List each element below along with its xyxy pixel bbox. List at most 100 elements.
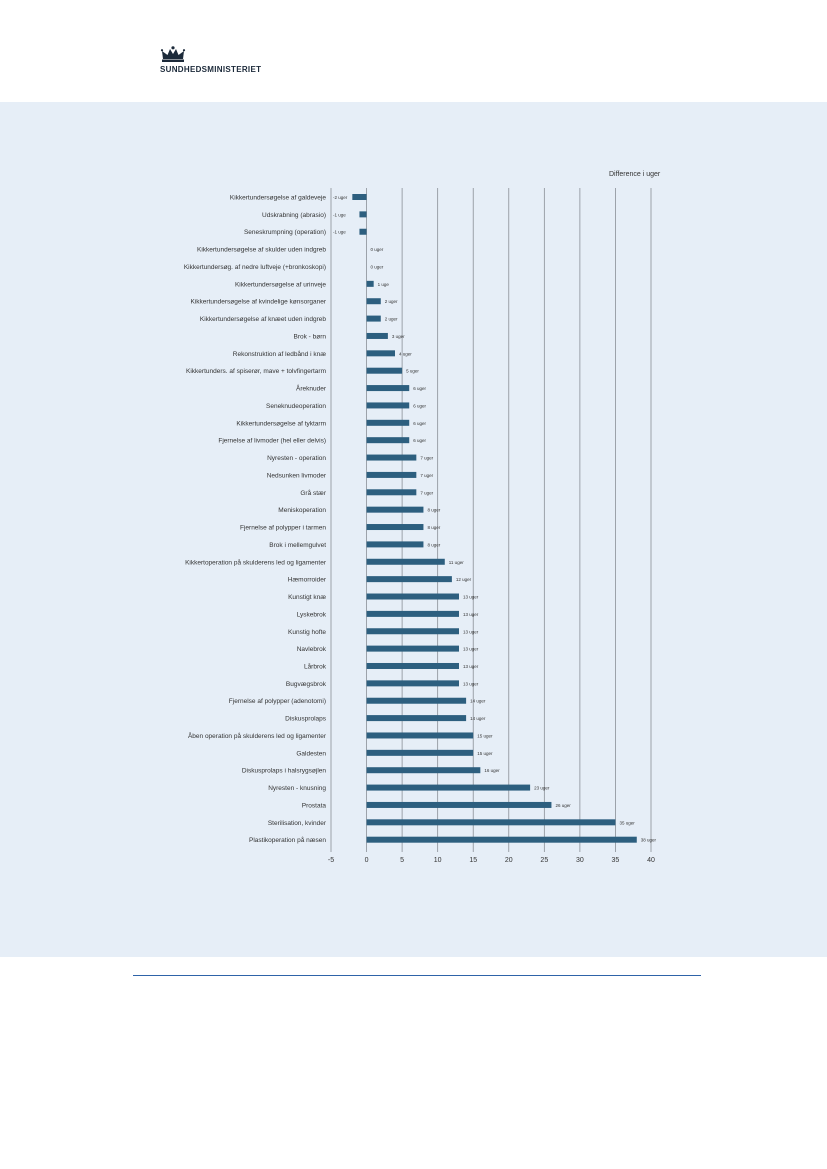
bar	[359, 211, 367, 218]
bar	[366, 767, 481, 774]
value-label: 16 uger	[484, 768, 500, 773]
category-label: Prostata	[302, 802, 327, 809]
bar	[366, 454, 417, 461]
bar	[366, 628, 459, 635]
value-label: 12 uger	[456, 577, 472, 582]
bar	[366, 610, 459, 617]
x-tick-label: 10	[434, 857, 442, 864]
bar-chart: Kikkertundersøgelse af galdeveje Udskrabn…	[184, 171, 661, 864]
category-label: Brok i mellemgulvet	[269, 542, 326, 549]
category-label: Kunstig hofte	[288, 629, 326, 636]
x-tick-label: 0	[365, 857, 369, 864]
bar	[366, 471, 417, 478]
value-label: 7 uger	[420, 490, 433, 495]
value-label: -1 uge	[333, 212, 346, 217]
value-label: 6 uger	[413, 421, 426, 426]
bars	[352, 194, 637, 843]
bar	[366, 662, 459, 669]
x-tick-label: 40	[647, 857, 655, 864]
category-label: Lyskebrok	[297, 611, 327, 618]
value-label: 8 uger	[427, 508, 440, 513]
value-label: 0 uger	[371, 264, 384, 269]
category-label: Kikkertoperation på skulderens led og li…	[185, 558, 327, 566]
category-label: Plastikoperation på næsen	[249, 836, 326, 844]
bar	[366, 350, 395, 357]
category-label: Kikkertundersøgelse af tyktarm	[236, 420, 326, 427]
value-label: 15 uger	[477, 733, 493, 738]
value-label: 5 uger	[406, 369, 419, 374]
value-label: 11 uger	[449, 560, 464, 565]
bar	[366, 558, 445, 565]
x-tick-label: 35	[612, 857, 620, 864]
bar	[366, 819, 616, 826]
x-tick-label: 5	[400, 857, 404, 864]
category-label: Fjernelse af livmoder (hel eller delvis)	[218, 438, 326, 445]
value-label: 0 uger	[371, 247, 384, 252]
page-header: SUNDHEDSMINISTERIET	[0, 0, 827, 102]
bar	[366, 489, 417, 496]
bar	[366, 402, 410, 409]
value-label: 26 uger	[555, 803, 571, 808]
bar	[366, 645, 459, 652]
category-label: Seneskrumpning (operation)	[244, 229, 326, 236]
category-label: Kikkertundersøgelse af urinveje	[235, 281, 326, 288]
category-label: Bugvægsbrok	[286, 681, 327, 688]
value-label: 23 uger	[534, 786, 550, 791]
value-label: 3 uger	[392, 334, 405, 339]
bar	[366, 385, 410, 392]
category-label: Kikkertundersøgelse af knæet uden indgre…	[200, 316, 326, 323]
category-label: Fjernelse af polypper (adenotomi)	[229, 698, 326, 705]
bar	[366, 697, 467, 704]
value-label: -1 uge	[333, 230, 346, 235]
bar	[366, 680, 459, 687]
category-label: Sterilisation, kvinder	[268, 820, 327, 827]
category-label: Nyresten - knusning	[268, 785, 326, 792]
bar	[366, 367, 403, 374]
bar	[366, 298, 381, 305]
x-tick-label: 15	[469, 857, 477, 864]
category-label: Diskusprolaps	[285, 716, 327, 723]
value-label: 6 uger	[413, 438, 426, 443]
category-label: Udskrabning (abrasio)	[262, 212, 326, 219]
bar	[366, 836, 637, 843]
category-label: Lårbrok	[304, 662, 327, 670]
value-label: 14 uger	[470, 716, 486, 721]
bar	[366, 749, 474, 756]
category-label: Hæmorroider	[288, 577, 327, 584]
value-label: 8 uger	[427, 525, 440, 530]
bar	[366, 506, 424, 513]
bar	[366, 715, 467, 722]
category-label: Fjernelse af polypper i tarmen	[240, 525, 326, 532]
category-label: Kikkertundersøgelse af kvindelige kønsor…	[191, 299, 327, 306]
unit-label: Difference i uger	[609, 171, 661, 178]
bar	[366, 576, 452, 583]
category-label: Åben operation på skulderens led og liga…	[188, 731, 327, 740]
divider-line	[133, 975, 701, 976]
category-label: Nyresten - operation	[267, 455, 326, 462]
value-label: 13 uger	[463, 664, 479, 669]
category-label: Navlebrok	[297, 646, 327, 653]
value-label: 7 uger	[420, 456, 433, 461]
category-label: Kikkertundersøgelse af galdeveje	[230, 195, 326, 202]
value-labels: -2 uger -1 uge -1 uge 0 uger 0 uger 1 uge 2 ug…	[333, 195, 657, 843]
value-label: 8 uger	[427, 542, 440, 547]
category-label: Nedsunken livmoder	[267, 472, 327, 479]
category-label: Diskusprolaps i halsrygsøjlen	[242, 768, 327, 775]
value-label: 2 uger	[385, 299, 398, 304]
value-label: 13 uger	[463, 647, 479, 652]
value-label: 38 uger	[641, 838, 657, 843]
bar	[366, 524, 424, 531]
x-axis-ticks: -5 0 5 10 15 20 25 30 35 40	[328, 857, 655, 864]
category-label: Åreknuder	[296, 384, 327, 393]
category-label: Grå stær	[300, 489, 326, 497]
crown-icon	[160, 46, 186, 62]
category-label: Brok - børn	[293, 333, 326, 340]
value-label: 7 uger	[420, 473, 433, 478]
value-label: 13 uger	[463, 629, 479, 634]
bar	[359, 228, 367, 235]
category-label: Rekonstruktion af ledbånd i knæ	[233, 350, 326, 358]
bar	[366, 593, 459, 600]
value-label: 2 uger	[385, 317, 398, 322]
bar	[366, 784, 531, 791]
category-label: Kikkertundersøgelse af skulder uden indg…	[197, 247, 326, 254]
